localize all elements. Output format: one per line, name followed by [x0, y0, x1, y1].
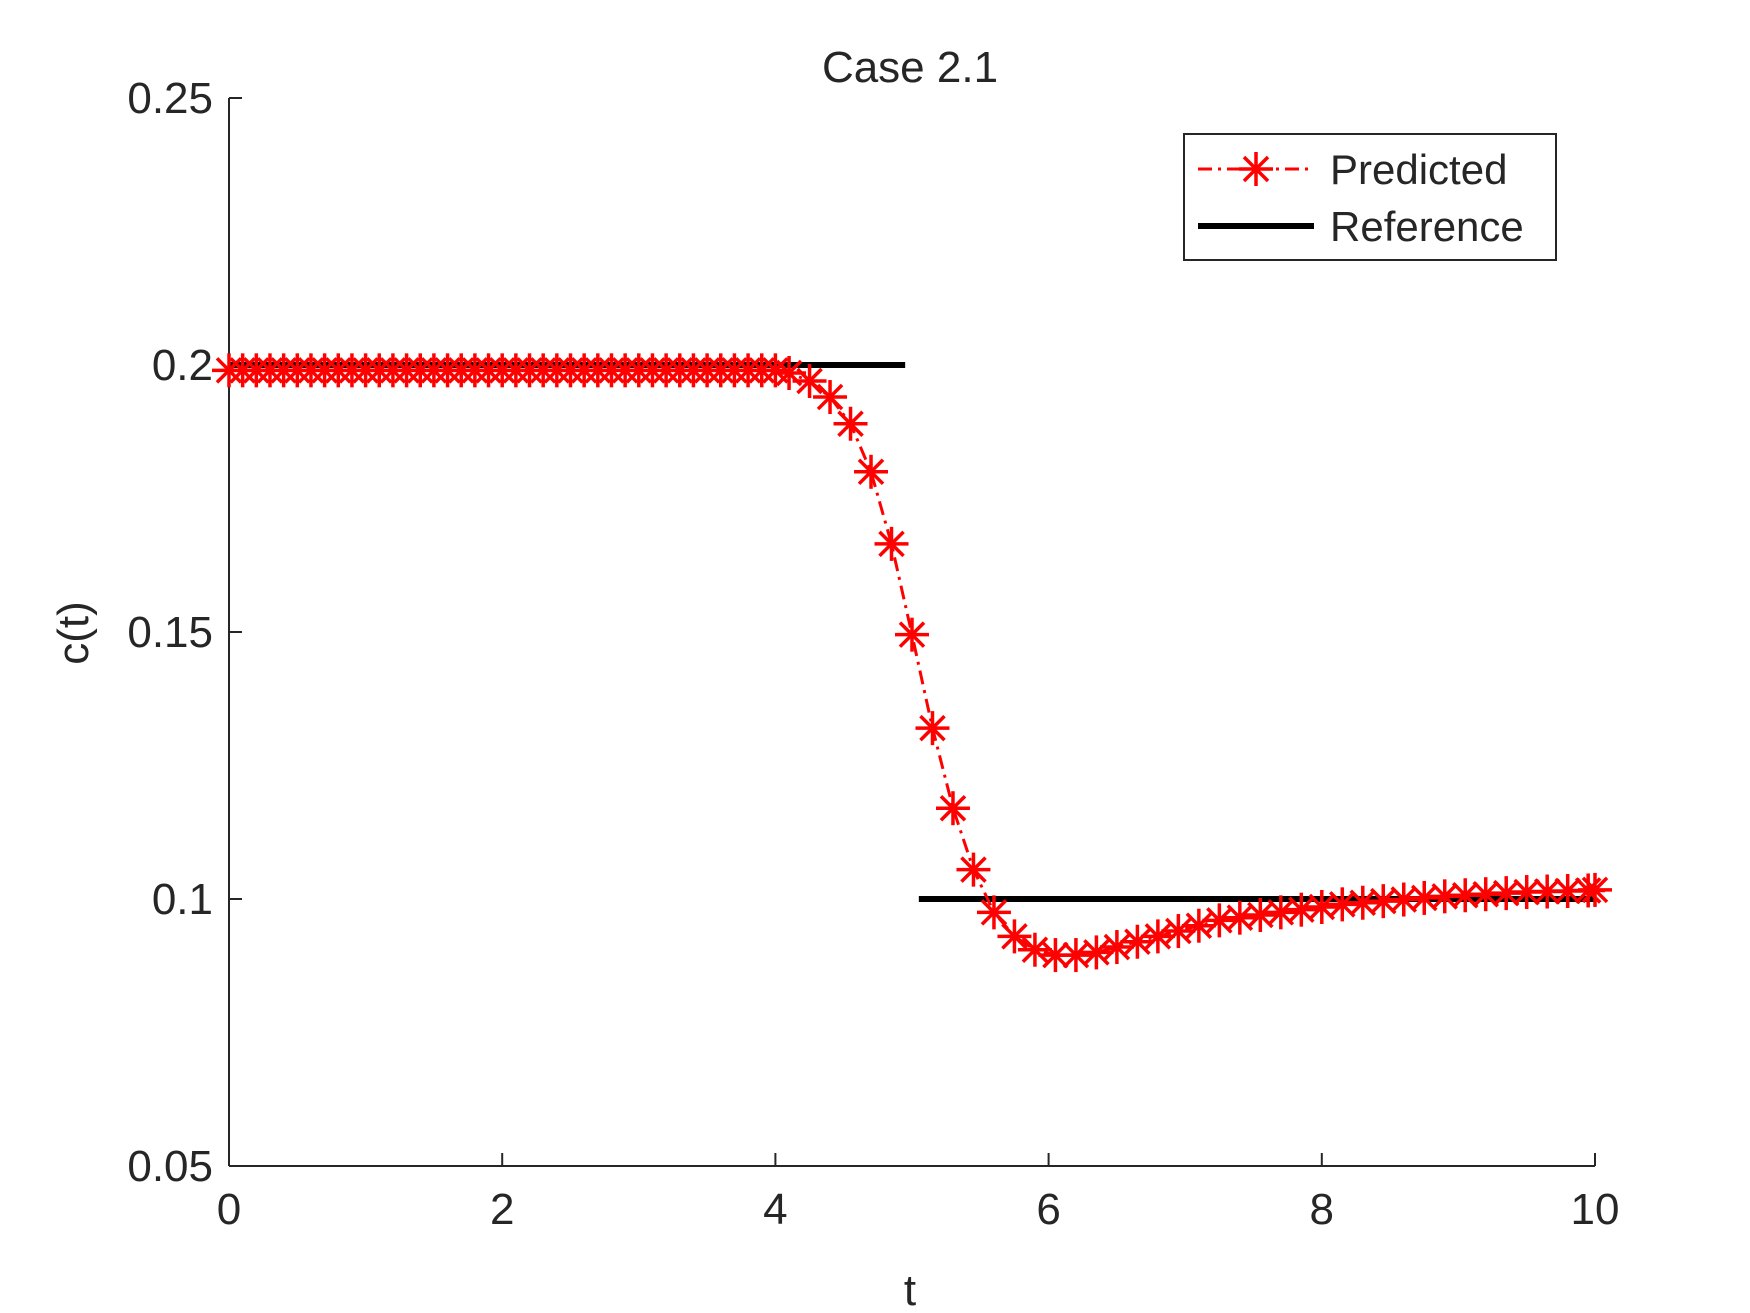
predicted-point [813, 380, 848, 415]
predicted-point [1038, 938, 1073, 973]
legend: Predicted Reference [1183, 133, 1557, 261]
plot-area: 0 2 4 6 8 10 0.05 0.1 0.15 0.2 0.25 [127, 74, 1619, 1234]
x-tick-label: 4 [763, 1185, 787, 1234]
y-tick-label: 0.15 [127, 608, 213, 657]
predicted-point [854, 454, 889, 489]
predicted-point [1345, 885, 1380, 920]
predicted-point [1140, 919, 1175, 954]
x-tick-label: 8 [1310, 1185, 1334, 1234]
predicted-point [1017, 932, 1052, 967]
x-tick-label: 0 [217, 1185, 241, 1234]
legend-reference-label: Reference [1330, 203, 1524, 250]
predicted-point [976, 895, 1011, 930]
y-tick-label: 0.1 [152, 875, 213, 924]
y-axis-label: c(t) [49, 601, 98, 665]
predicted-point [1161, 914, 1196, 949]
predicted-point [1120, 924, 1155, 959]
predicted-point [1386, 882, 1421, 917]
predicted-point [1202, 903, 1237, 938]
predicted-point [915, 711, 950, 746]
predicted-point [1407, 880, 1442, 915]
y-tick-label: 0.05 [127, 1142, 213, 1191]
predicted-point [997, 919, 1032, 954]
legend-predicted-label: Predicted [1330, 146, 1507, 193]
predicted-point [935, 791, 970, 826]
x-tick-label: 6 [1036, 1185, 1060, 1234]
legend-predicted-marker [1239, 152, 1273, 186]
y-tick-label: 0.2 [152, 341, 213, 390]
predicted-point [874, 526, 909, 561]
predicted-point [833, 406, 868, 441]
y-tick-label: 0.25 [127, 74, 213, 123]
predicted-point [792, 364, 827, 399]
predicted-point [1181, 908, 1216, 943]
predicted-point [956, 852, 991, 887]
legend-box [1183, 133, 1557, 261]
x-axis-label: t [904, 1266, 916, 1313]
predicted-point [1079, 935, 1114, 970]
chart-title: Case 2.1 [822, 43, 998, 92]
predicted-point [895, 617, 929, 652]
x-tick-label: 2 [490, 1185, 514, 1234]
x-tick-label: 10 [1571, 1185, 1620, 1234]
predicted-point [1578, 872, 1612, 907]
predicted-point [1099, 930, 1134, 965]
